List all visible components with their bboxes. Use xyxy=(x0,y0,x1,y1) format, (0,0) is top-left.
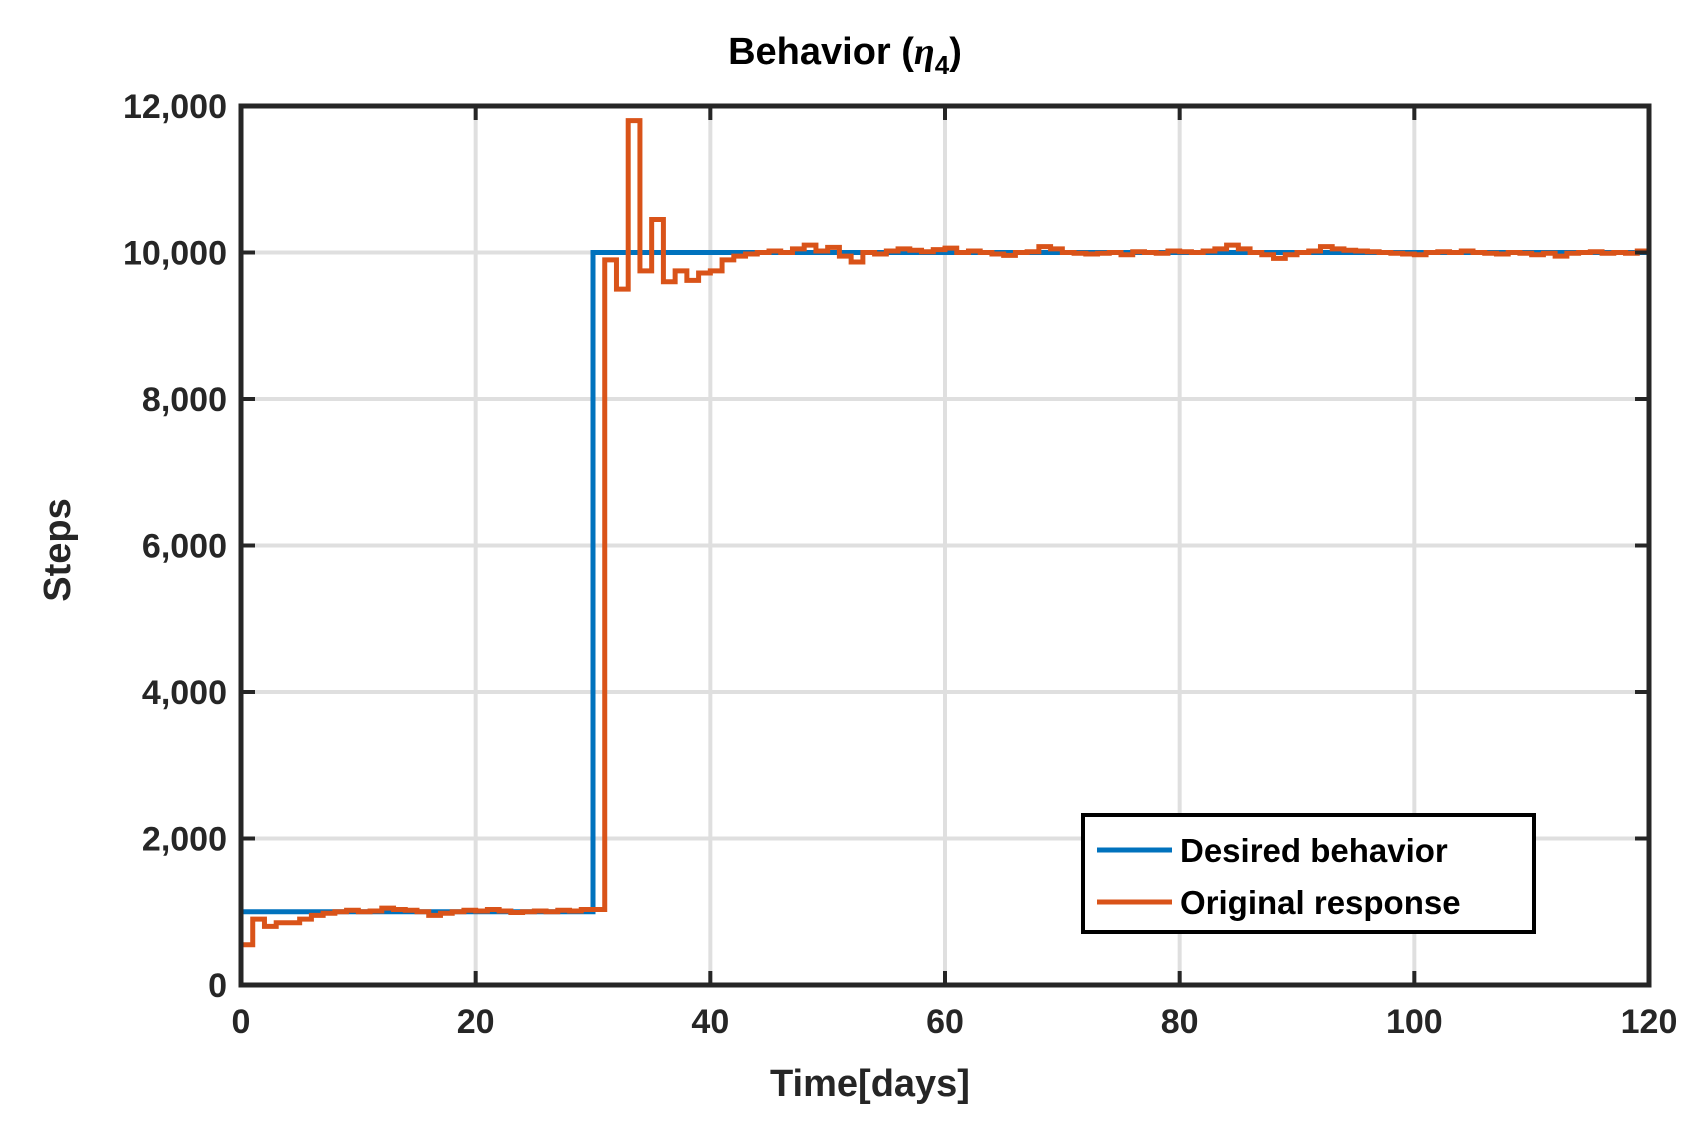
legend: Desired behavior Original response xyxy=(1081,813,1536,934)
plot-series xyxy=(241,118,1652,948)
x-tick-label: 120 xyxy=(1621,1003,1678,1041)
y-tick-label: 8,000 xyxy=(142,381,227,419)
legend-label-original-response: Original response xyxy=(1180,884,1461,921)
legend-label-desired-behavior: Desired behavior xyxy=(1180,832,1448,869)
tick-marks xyxy=(239,104,1651,987)
x-tick-labels: 0 20 40 60 80 100 120 xyxy=(232,1003,1678,1041)
x-axis-label: Time[days] xyxy=(770,1063,970,1105)
x-tick-label: 60 xyxy=(926,1003,964,1041)
y-tick-label: 0 xyxy=(208,967,227,1005)
chart-title: Behavior (η4) xyxy=(728,31,962,80)
x-tick-label: 80 xyxy=(1161,1003,1199,1041)
y-tick-label: 12,000 xyxy=(123,88,227,126)
y-tick-label: 10,000 xyxy=(123,235,227,273)
x-tick-label: 20 xyxy=(457,1003,495,1041)
x-tick-label: 0 xyxy=(232,1003,251,1041)
y-axis-label: Steps xyxy=(37,498,79,601)
series-line-original-response xyxy=(241,118,1652,948)
y-tick-label: 2,000 xyxy=(142,821,227,859)
x-tick-label: 40 xyxy=(691,1003,729,1041)
legend-box xyxy=(1081,813,1536,934)
y-tick-label: 4,000 xyxy=(142,674,227,712)
y-tick-labels: 0 2,000 4,000 6,000 8,000 10,000 12,000 xyxy=(123,88,227,1005)
y-tick-label: 6,000 xyxy=(142,528,227,566)
x-tick-label: 100 xyxy=(1386,1003,1443,1041)
